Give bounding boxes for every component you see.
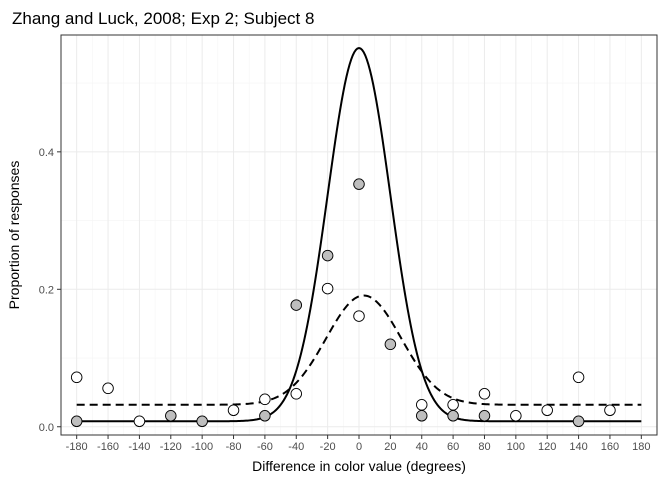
y-tick-label: 0.2	[39, 284, 54, 296]
gray-circle-point	[353, 178, 365, 190]
x-tick-label: 180	[632, 441, 650, 453]
x-tick-label: 120	[538, 441, 556, 453]
white-circle-point	[604, 404, 616, 417]
x-tick-label: 40	[416, 441, 428, 453]
gray-circle-point	[478, 410, 491, 422]
grid-lines	[61, 35, 657, 435]
white-circle-point	[259, 393, 271, 406]
x-tick-label: -80	[226, 441, 242, 453]
x-tick-label: -160	[97, 441, 119, 453]
white-circle-point	[541, 404, 553, 417]
y-tick-label: 0.0	[39, 422, 54, 434]
gray-circle-point	[165, 410, 177, 422]
white-circle-point	[353, 310, 365, 322]
white-circle-point	[572, 371, 585, 384]
x-tick-label: 80	[478, 441, 490, 453]
y-axis-title: Proportion of responses	[6, 161, 22, 310]
white-circle-point	[510, 410, 522, 422]
gray-circle-point	[290, 299, 303, 311]
y-axis-ticks: 0.0 0.2 0.4	[39, 147, 61, 434]
x-axis-ticks: -180 -160 -140 -120 -100 -80 -60 -40 -20 0 20 40 60 8…	[66, 435, 650, 453]
data-points	[70, 178, 616, 428]
x-tick-label: 20	[384, 441, 396, 453]
gray-circle-point	[415, 410, 428, 422]
x-tick-label: 100	[507, 441, 525, 453]
gray-circle-point	[259, 410, 271, 422]
x-tick-label: 140	[569, 441, 587, 453]
x-tick-label: -40	[288, 441, 304, 453]
x-tick-label: -100	[191, 441, 213, 453]
x-tick-label: -140	[128, 441, 150, 453]
y-tick-label: 0.4	[39, 147, 54, 159]
white-circle-point	[447, 399, 459, 411]
x-tick-label: -60	[257, 441, 273, 453]
gray-circle-point	[384, 338, 397, 351]
white-circle-point	[133, 415, 146, 428]
x-tick-label: 60	[447, 441, 459, 453]
white-circle-point	[102, 382, 114, 395]
white-circle-point	[415, 399, 428, 411]
x-tick-label: -20	[320, 441, 336, 453]
white-circle-point	[70, 371, 83, 384]
white-circle-point	[321, 282, 334, 295]
gray-circle-point	[196, 415, 208, 428]
gray-circle-point	[321, 249, 334, 262]
chart-title: Zhang and Luck, 2008; Exp 2; Subject 8	[12, 9, 314, 28]
x-tick-label: 0	[356, 441, 362, 453]
gray-circle-point	[447, 410, 459, 422]
x-axis-title: Difference in color value (degrees)	[252, 458, 466, 474]
white-circle-point	[227, 404, 240, 417]
x-tick-label: -180	[66, 441, 88, 453]
x-tick-label: -120	[160, 441, 182, 453]
gray-circle-point	[572, 415, 585, 428]
x-tick-label: 160	[601, 441, 619, 453]
gray-circle-point	[70, 415, 83, 428]
white-circle-point	[478, 388, 491, 400]
white-circle-point	[290, 388, 303, 400]
